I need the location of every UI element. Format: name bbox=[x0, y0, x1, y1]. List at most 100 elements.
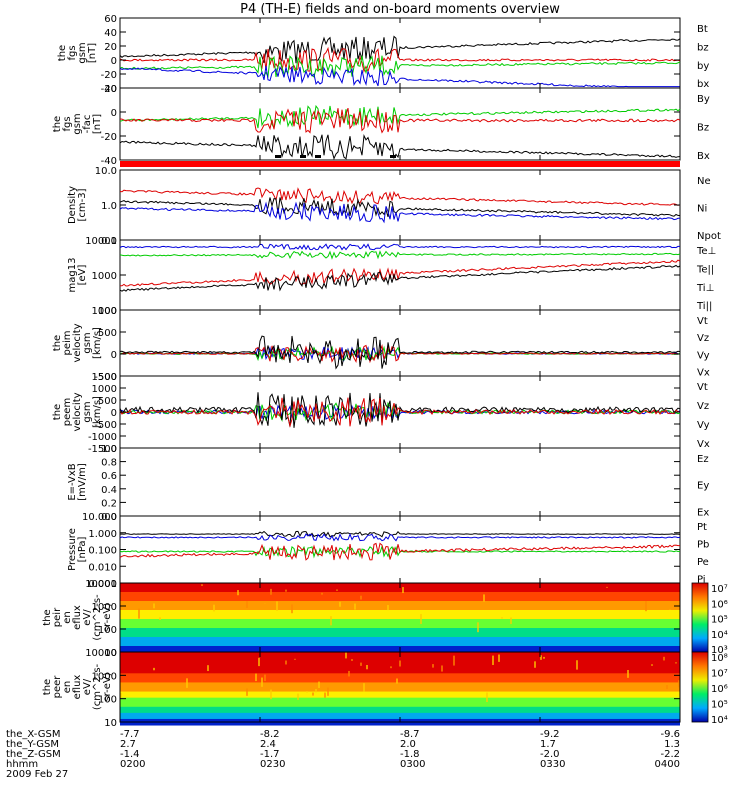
spectrogram-streak bbox=[276, 601, 278, 611]
spectrogram-band bbox=[120, 601, 680, 605]
legend-Ex: Ex bbox=[697, 507, 709, 518]
colorbar-tick-label: 10⁴ bbox=[711, 715, 728, 726]
spectrogram-streak bbox=[315, 689, 317, 693]
spectrogram-streak bbox=[543, 656, 545, 659]
y-label-line: the bbox=[57, 45, 68, 61]
spectrogram-streak bbox=[483, 594, 485, 602]
y-tick-label: 1000 bbox=[92, 671, 117, 682]
legend-Vx: Vx bbox=[697, 368, 710, 379]
y-label-line: en bbox=[62, 611, 73, 624]
y-tick-label: 10 bbox=[104, 648, 117, 659]
series-line-blue bbox=[119, 201, 680, 224]
y-label-line: eflux bbox=[72, 605, 83, 630]
y-tick-label: 0 bbox=[111, 350, 117, 361]
footer-value: -1.7 bbox=[260, 749, 280, 760]
y-label-line: the bbox=[52, 404, 63, 420]
y-label-line: peem bbox=[62, 398, 73, 426]
y-tick-label: 0.010 bbox=[88, 562, 117, 573]
series-line-red bbox=[119, 542, 680, 561]
footer-value: -8.7 bbox=[400, 729, 420, 740]
y-axis-label: the peem velocity gsm [km/s] bbox=[52, 392, 103, 431]
spectrogram-band bbox=[120, 598, 680, 602]
spectrogram-streak bbox=[153, 667, 155, 671]
panel-peer-efux: 10⁸ 10⁷ 10⁶ 10⁵ 10⁴ 10000 1000 100 10 the peer en ef… bbox=[42, 648, 728, 729]
spectrogram-streak bbox=[351, 659, 353, 661]
legend-Vt: Vt bbox=[697, 316, 708, 327]
y-tick-label: 500 bbox=[98, 328, 117, 339]
spectrogram-streak bbox=[291, 604, 293, 614]
y-axis-label: Density [cm-3] bbox=[67, 186, 88, 224]
spectrogram-streak bbox=[501, 617, 503, 619]
y-tick-label: 60 bbox=[104, 14, 117, 25]
spectrogram-streak bbox=[285, 589, 287, 592]
colorbar-tick-label: 10⁴ bbox=[711, 630, 728, 641]
legend-Ti⊥: Ti⊥ bbox=[696, 283, 714, 294]
spectrogram-streak bbox=[675, 662, 677, 664]
spectrogram-band bbox=[120, 712, 680, 717]
series-line-green bbox=[119, 104, 681, 130]
y-tick-label: 100 bbox=[98, 625, 117, 636]
y-label-line: the bbox=[42, 679, 53, 695]
spectrogram-streak bbox=[402, 587, 404, 594]
spectrogram-band bbox=[120, 700, 680, 705]
y-label-line: [mV/m] bbox=[77, 463, 88, 501]
spectrogram-streak bbox=[186, 678, 188, 688]
spectrogram-streak bbox=[441, 665, 443, 672]
spectrogram-band bbox=[120, 595, 680, 599]
legend-Bx: Bx bbox=[697, 151, 710, 162]
footer-value: -1.4 bbox=[120, 749, 140, 760]
series-line-black bbox=[119, 35, 681, 64]
spectrogram-band bbox=[120, 706, 680, 711]
spectrogram-streak bbox=[606, 586, 608, 588]
series-line-black bbox=[119, 335, 681, 370]
spectrogram-band bbox=[120, 697, 680, 702]
spectrogram-streak bbox=[297, 693, 299, 700]
spectrogram-streak bbox=[477, 622, 479, 633]
y-tick-label: 1000 bbox=[92, 306, 117, 317]
footer-value: 0330 bbox=[540, 759, 565, 770]
spectrogram-band bbox=[120, 688, 680, 693]
y-tick-label: 0 bbox=[111, 108, 117, 119]
colorbar-tick-label: 10⁵ bbox=[711, 700, 728, 711]
spectrogram-streak bbox=[354, 603, 356, 610]
y-tick-label: 10.0 bbox=[95, 166, 117, 177]
y-tick-label: 0.2 bbox=[101, 498, 117, 509]
footer-value: 0400 bbox=[655, 759, 680, 770]
series-line-green bbox=[119, 55, 681, 79]
spectrogram-band bbox=[120, 691, 680, 696]
spectrogram-streak bbox=[396, 678, 398, 684]
spectrogram-band bbox=[120, 658, 680, 662]
spectrogram-streak bbox=[324, 692, 326, 698]
spectrogram-streak bbox=[348, 670, 350, 677]
spectrogram-streak bbox=[645, 600, 647, 612]
spectrogram-streak bbox=[318, 681, 320, 688]
y-axis-label: the peir en eflux eV/(cm^2-s-sr-eV) bbox=[42, 594, 113, 641]
y-axis-label: Pressure [nPa] bbox=[67, 528, 88, 571]
y-label-line: sr-eV) bbox=[102, 603, 113, 632]
spectrogram-streak bbox=[678, 680, 680, 688]
legend-Pi: Pi bbox=[697, 574, 706, 585]
y-label-line: peer bbox=[52, 675, 63, 699]
y-tick-label: 100 bbox=[98, 306, 117, 317]
legend-by: by bbox=[697, 61, 709, 72]
footer-value: -7.7 bbox=[120, 729, 140, 740]
spectrogram-streak bbox=[360, 595, 362, 600]
series-line-green bbox=[119, 250, 681, 260]
y-label-line: Density bbox=[67, 186, 78, 224]
spectrogram-streak bbox=[339, 601, 341, 607]
spectrogram-band bbox=[120, 670, 680, 674]
series-line-red bbox=[119, 46, 681, 74]
panel-frame bbox=[119, 515, 681, 584]
legend-bz: bz bbox=[697, 42, 709, 53]
y-tick-label: 0.6 bbox=[101, 471, 117, 482]
series-line-black bbox=[119, 134, 681, 161]
panel-frame bbox=[119, 309, 681, 377]
spectrogram-streak bbox=[120, 693, 122, 698]
y-tick-label: 10.000 bbox=[82, 512, 117, 523]
spectrogram-streak bbox=[285, 660, 287, 665]
legend-Ne: Ne bbox=[697, 176, 711, 187]
spectrogram-streak bbox=[540, 655, 542, 660]
footer-value: -9.2 bbox=[540, 729, 560, 740]
colorbar-tick-label: 10⁶ bbox=[711, 599, 728, 610]
